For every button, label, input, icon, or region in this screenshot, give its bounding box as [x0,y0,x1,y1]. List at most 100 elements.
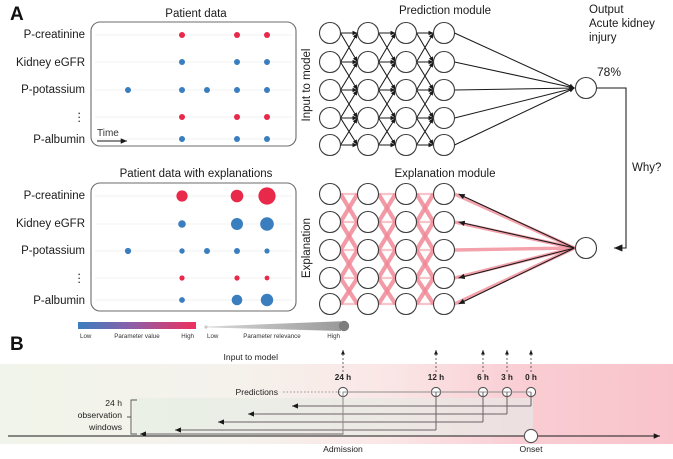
explanation-module-title: Explanation module [394,168,495,180]
data-dot [179,59,185,65]
exp-row-label-kidney-egfr: Kidney eGFR [16,218,85,230]
explanation-module-nodes [318,182,598,316]
why-label: Why? [632,162,661,174]
data-dot [179,32,185,38]
data-dot [234,248,240,254]
bottom-chart-frame [90,182,297,312]
data-dot [125,87,131,93]
data-dot [264,248,270,254]
data-dot [179,136,185,142]
data-dot [179,114,185,120]
network-edge [338,276,360,306]
prediction-module-nodes [318,21,598,157]
network-hidden-node [394,238,418,262]
network-hidden-node [356,266,380,290]
data-dot [234,136,240,142]
network-hidden-node [432,182,456,206]
network-edge [376,192,398,224]
network-edge [378,117,396,146]
network-output-edge [454,61,575,90]
network-input-node [318,21,342,45]
network-edge [378,89,396,119]
panel-b-letter: B [10,334,24,355]
bottom-chart-row-labels: P-creatinine Kidney eGFR P-potassium ⋮ P… [16,190,85,307]
data-dot [264,136,270,142]
top-chart-frame [90,21,297,147]
data-dot [234,32,240,38]
explanation-axis-label: Explanation [301,218,313,278]
time-axis-label: Time [97,128,119,139]
network-hidden-node [356,182,380,206]
network-edge [340,61,358,91]
network-edge [340,89,358,119]
network-output-edge [454,32,575,89]
legend-value-high: High [181,333,194,340]
observation-window-label-3: windows [88,422,122,432]
network-input-node [318,182,342,206]
network-hidden-node [356,78,380,102]
observation-window-arrows [140,392,532,437]
output-label-line3: injury [589,32,617,44]
exp-row-label-p-creatinine: P-creatinine [24,190,85,202]
network-hidden-node [432,106,456,130]
data-dot [124,247,132,255]
network-hidden-node [432,133,456,157]
legend-parameter-relevance: Low Parameter relevance High [204,320,350,340]
row-label-kidney-egfr: Kidney eGFR [16,57,85,69]
input-to-model-axis-label: Input to model [301,49,313,122]
network-edge [338,248,360,280]
network-input-node [318,50,342,74]
network-hidden-node [394,292,418,316]
network-edge [338,192,360,224]
legend-parameter-value: Low Parameter value High [78,322,196,340]
bottom-chart-dots [124,187,276,307]
output-label-line1: Output [589,4,624,16]
data-dot [230,189,244,203]
network-input-node [318,292,342,316]
network-input-node [318,106,342,130]
network-hidden-node [394,266,418,290]
explanation-back-arrow [458,247,575,280]
output-label-line2: Acute kidney [589,18,655,30]
explanation-back-arrow [458,220,575,249]
row-label-p-potassium: P-potassium [21,84,85,96]
network-edge [414,248,436,280]
data-dot [264,59,270,65]
network-hidden-node [356,292,380,316]
admission-label: Admission [323,444,363,454]
network-hidden-node [356,106,380,130]
legend-value-low: Low [80,333,92,340]
network-edge [414,276,436,306]
row-label-ellipsis: ⋮ [74,112,86,124]
network-edge [340,32,358,63]
network-input-node [318,266,342,290]
observation-window-label-1: 24 h [105,398,122,408]
data-dot [234,87,240,93]
network-edge [376,276,398,306]
top-chart-dots [125,32,270,142]
top-chart-row-labels: P-creatinine Kidney eGFR P-potassium ⋮ P… [16,29,85,146]
observation-window-label-2: observation [78,410,123,420]
network-edge [414,192,436,224]
data-dot [231,294,243,306]
network-output-node [574,236,598,260]
network-hidden-node [432,210,456,234]
timeline-time-label: 3 h [501,373,513,382]
network-edge [376,248,398,280]
network-hidden-node [356,133,380,157]
network-hidden-node [394,78,418,102]
legend-relevance-low: Low [207,333,219,340]
data-dot [260,293,274,307]
timeline-time-label: 24 h [335,373,351,382]
timeline-time-label: 0 h [525,373,537,382]
explanation-back-arrow [458,247,575,305]
network-edge [338,220,360,252]
data-dot [204,248,210,254]
timeline-time-label: 6 h [477,373,489,382]
row-label-p-creatinine: P-creatinine [24,29,85,41]
observation-windows-bracket [127,399,137,435]
onset-marker [523,428,539,444]
legend-relevance-title: Parameter relevance [243,333,301,340]
network-hidden-node [356,238,380,262]
network-hidden-node [356,210,380,234]
